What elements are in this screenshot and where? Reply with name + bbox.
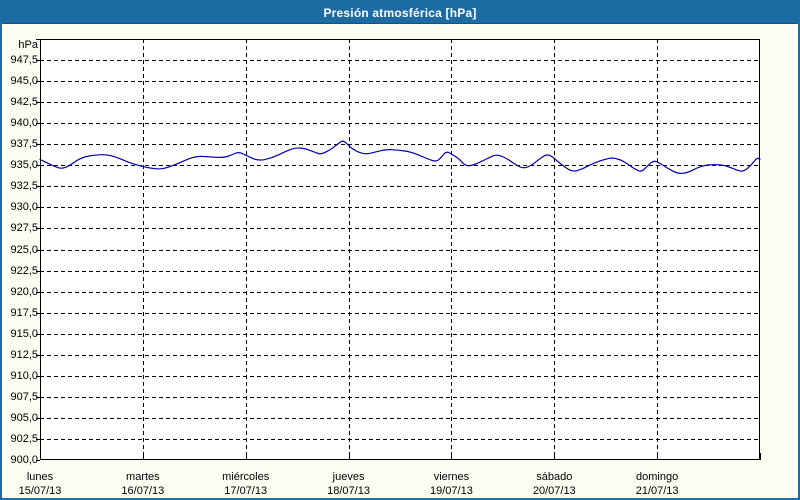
y-axis-tick-label: 917,5 <box>10 306 38 319</box>
day-name: miércoles <box>222 471 270 483</box>
y-axis-tick-label: 900,0 <box>10 454 38 466</box>
y-axis-tick-label: 925,0 <box>10 243 38 256</box>
y-axis-tick-label: 912,5 <box>10 348 38 361</box>
day-name: martes <box>126 471 160 483</box>
x-axis-day-label: lunes 15/07/13 <box>2 470 95 498</box>
day-name: sábado <box>536 471 573 483</box>
y-axis-tick-label: 930,0 <box>10 201 38 214</box>
y-axis-tick-label: 915,0 <box>10 327 38 340</box>
day-date: 16/07/13 <box>121 485 165 497</box>
day-date: 15/07/13 <box>18 485 62 497</box>
y-axis-tick-label: 902,5 <box>10 432 38 445</box>
y-axis-tick-label: 947,5 <box>10 54 38 67</box>
x-axis-day-label: domingo 21/07/13 <box>602 470 712 498</box>
x-axis-day-label: miércoles 17/07/13 <box>191 470 301 498</box>
day-date: 20/07/13 <box>532 485 576 497</box>
day-name: viernes <box>433 471 470 483</box>
x-axis-day-label: jueves 18/07/13 <box>294 470 404 498</box>
day-name: domingo <box>636 471 679 483</box>
day-date: 18/07/13 <box>327 485 370 497</box>
y-axis-tick-label: 907,5 <box>10 390 38 403</box>
day-date: 17/07/13 <box>224 485 268 497</box>
y-axis-tick-label: 932,5 <box>10 180 38 193</box>
day-name: lunes <box>26 471 54 483</box>
y-axis-tick-label: 940,0 <box>10 117 38 130</box>
chart-title: Presión atmosférica [hPa] <box>2 2 798 24</box>
y-axis-tick-label: 927,5 <box>10 222 38 235</box>
y-axis-unit-label: hPa <box>18 39 38 51</box>
x-axis-day-label: sábado 20/07/13 <box>499 470 609 498</box>
day-date: 19/07/13 <box>430 485 473 497</box>
day-date: 21/07/13 <box>635 485 679 497</box>
x-axis-day-label: viernes 19/07/13 <box>396 470 506 498</box>
y-axis-tick-label: 945,0 <box>10 75 38 88</box>
plot-area <box>36 39 761 461</box>
y-axis-tick-label: 942,5 <box>10 96 38 109</box>
y-axis-tick-label: 905,0 <box>10 411 38 424</box>
y-axis-tick-label: 935,0 <box>10 159 38 172</box>
pressure-line <box>39 140 761 174</box>
x-axis-day-label: martes 16/07/13 <box>88 470 198 498</box>
y-axis-tick-label: 937,5 <box>10 138 38 151</box>
y-axis-tick-label: 922,5 <box>10 264 38 277</box>
y-axis-tick-label: 920,0 <box>10 285 38 298</box>
y-axis-tick-label: 910,0 <box>10 369 38 382</box>
day-name: jueves <box>332 471 365 483</box>
